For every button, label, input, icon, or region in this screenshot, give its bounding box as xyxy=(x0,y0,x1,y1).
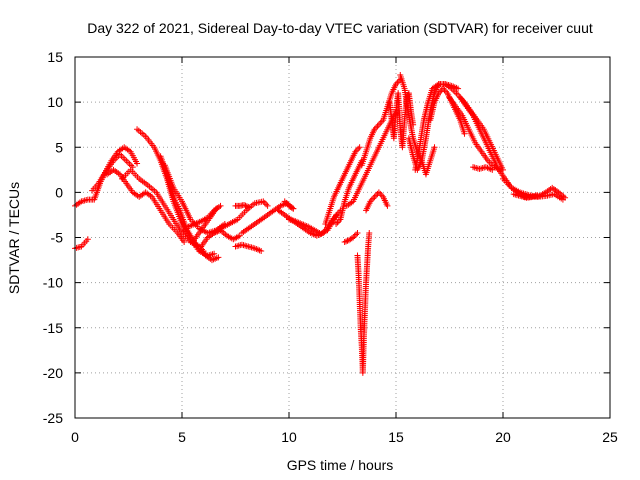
y-tick-label: -5 xyxy=(51,230,64,246)
data-point xyxy=(134,160,141,167)
data-point xyxy=(377,190,384,197)
series-arc-26 xyxy=(386,90,417,151)
y-tick-label: 5 xyxy=(55,139,63,155)
data-point xyxy=(242,202,249,209)
data-point xyxy=(181,239,188,246)
series-arc-36 xyxy=(510,184,569,201)
series-arc-23 xyxy=(354,229,373,376)
series-arc-08 xyxy=(161,162,228,236)
axis-ticks xyxy=(74,56,611,419)
grid-lines xyxy=(75,57,610,418)
data-point xyxy=(431,144,438,151)
series-arc-17 xyxy=(286,207,344,237)
data-point xyxy=(562,194,569,201)
series-arc-04 xyxy=(104,166,188,246)
x-tick-label: 20 xyxy=(495,429,511,445)
x-axis-label: GPS time / hours xyxy=(287,457,394,473)
series-arc-20 xyxy=(333,157,365,227)
data-point xyxy=(371,193,378,200)
x-tick-label: 5 xyxy=(178,429,186,445)
series-arc-24 xyxy=(363,189,391,214)
data-point xyxy=(264,202,271,209)
data-point xyxy=(375,121,382,128)
series-arc-18 xyxy=(281,198,297,212)
series-arc-19 xyxy=(322,144,363,227)
data-point xyxy=(489,166,496,173)
data-point xyxy=(243,203,250,210)
data-point xyxy=(370,195,377,202)
data-point xyxy=(366,229,373,236)
y-axis-label: SDTVAR / TECUs xyxy=(6,182,22,294)
data-point xyxy=(211,250,218,257)
series-arc-22 xyxy=(341,229,361,246)
series-arc-14 xyxy=(232,202,252,210)
data-point xyxy=(341,239,348,246)
x-tick-label: 10 xyxy=(281,429,297,445)
y-tick-label: 10 xyxy=(47,94,63,110)
y-tick-label: -20 xyxy=(43,365,63,381)
data-point xyxy=(288,204,295,211)
y-tick-label: -15 xyxy=(43,320,63,336)
data-point xyxy=(375,189,382,196)
series-arc-10 xyxy=(189,205,220,246)
x-tick-labels: 0 5 10 15 20 25 xyxy=(71,429,618,445)
data-point xyxy=(215,254,222,261)
data-point xyxy=(217,202,224,209)
y-tick-label: 15 xyxy=(47,49,63,65)
series-arc-25 xyxy=(358,76,404,169)
data-point xyxy=(84,236,91,243)
data-points xyxy=(72,72,569,376)
data-point xyxy=(374,123,381,130)
data-point xyxy=(461,130,468,137)
x-tick-label: 15 xyxy=(388,429,404,445)
data-point xyxy=(355,145,362,152)
data-point xyxy=(258,248,265,255)
y-tick-labels: -25 -20 -15 -10 -5 0 5 10 15 xyxy=(43,49,63,426)
series-arc-13 xyxy=(232,241,265,255)
chart-title: Day 322 of 2021, Sidereal Day-to-day VTE… xyxy=(87,20,593,36)
series-arc-03 xyxy=(89,144,141,194)
data-point xyxy=(373,192,380,199)
data-point xyxy=(384,202,391,209)
y-tick-label: 0 xyxy=(55,184,63,200)
data-point xyxy=(263,201,270,208)
data-point xyxy=(241,202,248,209)
data-point xyxy=(356,144,363,151)
series-arc-27 xyxy=(397,72,438,178)
x-tick-label: 0 xyxy=(71,429,79,445)
series-arc-34 xyxy=(470,164,496,173)
data-point xyxy=(354,229,361,236)
y-tick-label: -10 xyxy=(43,275,63,291)
x-tick-label: 25 xyxy=(602,429,618,445)
data-point xyxy=(455,85,462,92)
data-point xyxy=(343,238,350,245)
data-point xyxy=(213,205,220,212)
data-point xyxy=(261,199,268,206)
data-point xyxy=(377,120,384,127)
data-point xyxy=(353,231,360,238)
y-tick-label: -25 xyxy=(43,410,63,426)
data-point xyxy=(290,205,297,212)
data-point xyxy=(245,203,252,210)
